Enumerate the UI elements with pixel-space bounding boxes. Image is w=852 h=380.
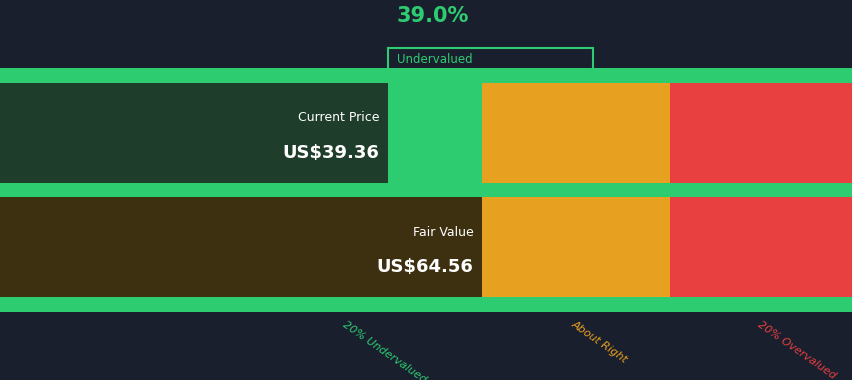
Bar bbox=[669, 68, 852, 312]
Text: 20% Overvalued: 20% Overvalued bbox=[755, 319, 837, 380]
Text: Current Price: Current Price bbox=[297, 111, 379, 124]
Text: Fair Value: Fair Value bbox=[412, 226, 473, 239]
Text: About Right: About Right bbox=[569, 319, 629, 365]
Bar bbox=[0, 197, 481, 297]
Bar bbox=[0, 68, 481, 312]
Bar bbox=[0, 68, 852, 83]
Text: Undervalued: Undervalued bbox=[396, 53, 472, 66]
Text: 39.0%: 39.0% bbox=[396, 6, 469, 26]
Bar bbox=[0, 297, 852, 312]
Bar bbox=[0, 183, 852, 197]
Text: 20% Undervalued: 20% Undervalued bbox=[341, 319, 429, 380]
Bar bbox=[481, 68, 669, 312]
Text: US$39.36: US$39.36 bbox=[282, 144, 379, 162]
Bar bbox=[0, 83, 388, 183]
Text: US$64.56: US$64.56 bbox=[376, 258, 473, 276]
